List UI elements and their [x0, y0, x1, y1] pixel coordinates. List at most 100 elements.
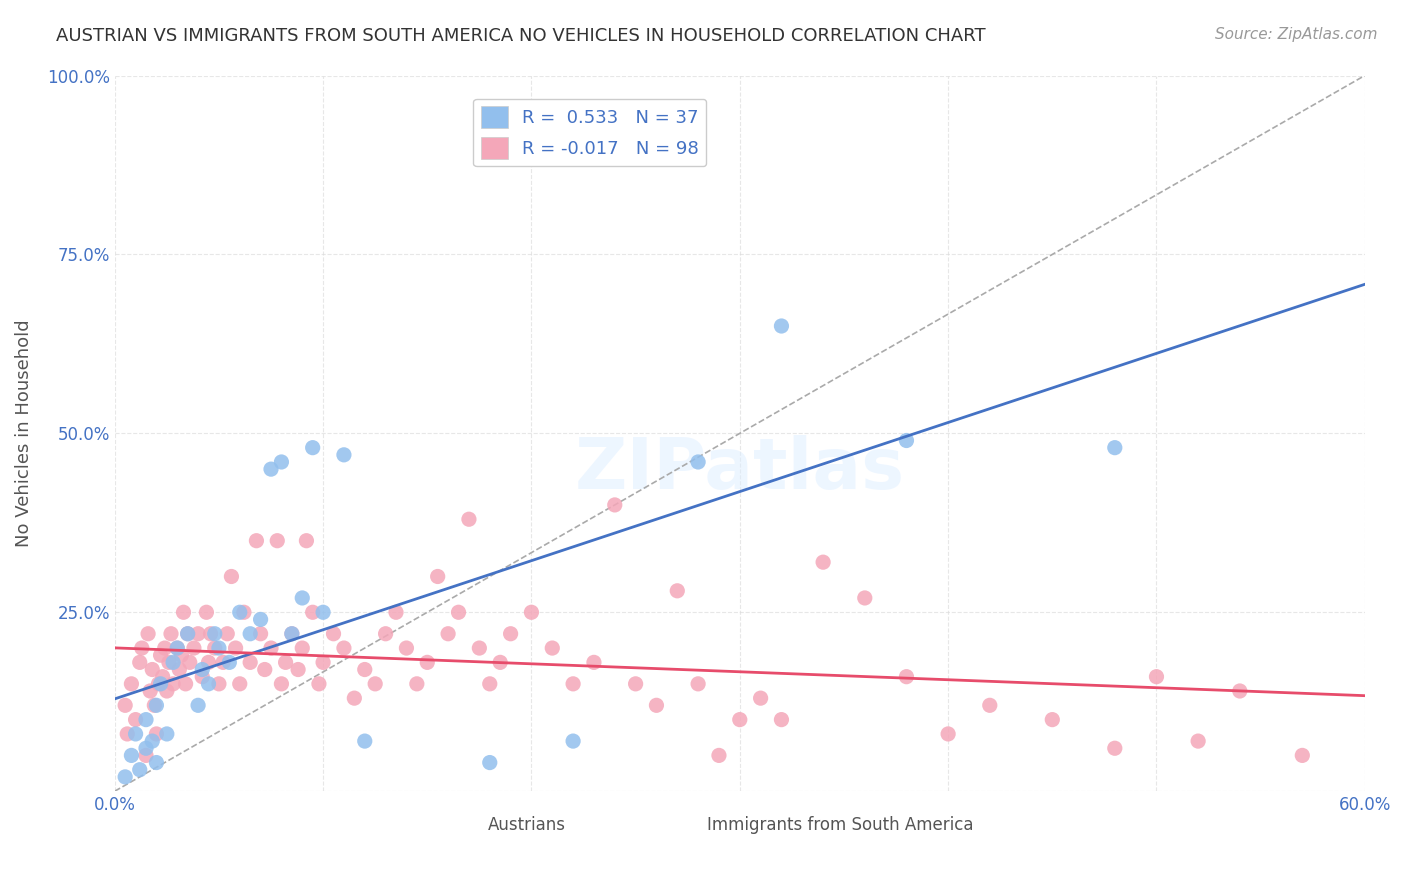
Point	[162, 656, 184, 670]
Point	[270, 455, 292, 469]
Point	[405, 677, 427, 691]
Point	[135, 741, 157, 756]
Point	[385, 605, 408, 619]
Point	[217, 626, 239, 640]
Point	[645, 698, 668, 713]
Point	[204, 641, 226, 656]
Point	[143, 698, 166, 713]
Point	[343, 691, 366, 706]
Legend: R =  0.533   N = 37, R = -0.017   N = 98: R = 0.533 N = 37, R = -0.017 N = 98	[474, 99, 706, 167]
Point	[176, 626, 198, 640]
Point	[229, 605, 252, 619]
Point	[156, 727, 179, 741]
Point	[458, 512, 481, 526]
Point	[426, 569, 449, 583]
Point	[447, 605, 470, 619]
Point	[239, 656, 262, 670]
Point	[195, 605, 218, 619]
Point	[197, 656, 219, 670]
Point	[896, 434, 918, 448]
Point	[936, 727, 959, 741]
Point	[174, 677, 197, 691]
Point	[229, 677, 252, 691]
Text: Source: ZipAtlas.com: Source: ZipAtlas.com	[1215, 27, 1378, 42]
Point	[176, 626, 198, 640]
Point	[562, 734, 585, 748]
FancyBboxPatch shape	[727, 827, 778, 845]
Point	[225, 641, 247, 656]
Point	[437, 626, 460, 640]
Point	[853, 591, 876, 605]
Point	[145, 756, 167, 770]
Point	[135, 713, 157, 727]
Point	[232, 605, 254, 619]
Point	[128, 656, 150, 670]
Point	[200, 626, 222, 640]
Point	[416, 656, 439, 670]
Point	[333, 448, 356, 462]
Point	[260, 462, 283, 476]
Point	[749, 691, 772, 706]
Point	[152, 670, 174, 684]
Point	[520, 605, 543, 619]
Point	[253, 663, 276, 677]
Point	[221, 569, 243, 583]
Point	[249, 612, 271, 626]
Point	[124, 727, 146, 741]
Point	[624, 677, 647, 691]
Point	[301, 605, 323, 619]
Point	[187, 626, 209, 640]
Point	[166, 641, 188, 656]
Point	[157, 656, 180, 670]
Point	[287, 663, 309, 677]
Point	[187, 698, 209, 713]
FancyBboxPatch shape	[440, 827, 489, 845]
Point	[770, 318, 793, 333]
Point	[173, 605, 195, 619]
Point	[295, 533, 318, 548]
Point	[204, 626, 226, 640]
Point	[208, 677, 231, 691]
Point	[291, 641, 314, 656]
Point	[141, 663, 163, 677]
Point	[191, 663, 214, 677]
Point	[395, 641, 418, 656]
Point	[1040, 713, 1063, 727]
Point	[308, 677, 330, 691]
Point	[312, 656, 335, 670]
Point	[1104, 441, 1126, 455]
Point	[499, 626, 522, 640]
Point	[1187, 734, 1209, 748]
Point	[979, 698, 1001, 713]
Point	[120, 748, 142, 763]
Point	[281, 626, 304, 640]
Point	[468, 641, 491, 656]
Point	[212, 656, 235, 670]
Point	[114, 770, 136, 784]
Point	[266, 533, 288, 548]
Point	[707, 748, 730, 763]
Point	[322, 626, 344, 640]
Text: ZIPatlas: ZIPatlas	[575, 434, 905, 504]
Point	[562, 677, 585, 691]
Point	[603, 498, 626, 512]
Point	[1146, 670, 1168, 684]
Point	[149, 648, 172, 663]
Point	[353, 734, 375, 748]
Point	[541, 641, 564, 656]
Point	[1229, 684, 1251, 698]
Point	[170, 648, 193, 663]
Point	[197, 677, 219, 691]
Point	[1104, 741, 1126, 756]
Point	[281, 626, 304, 640]
Point	[374, 626, 396, 640]
Point	[156, 684, 179, 698]
Point	[489, 656, 512, 670]
Point	[478, 756, 501, 770]
Point	[208, 641, 231, 656]
Point	[136, 626, 159, 640]
Point	[666, 583, 689, 598]
Point	[249, 626, 271, 640]
Point	[160, 626, 183, 640]
Point	[688, 455, 710, 469]
